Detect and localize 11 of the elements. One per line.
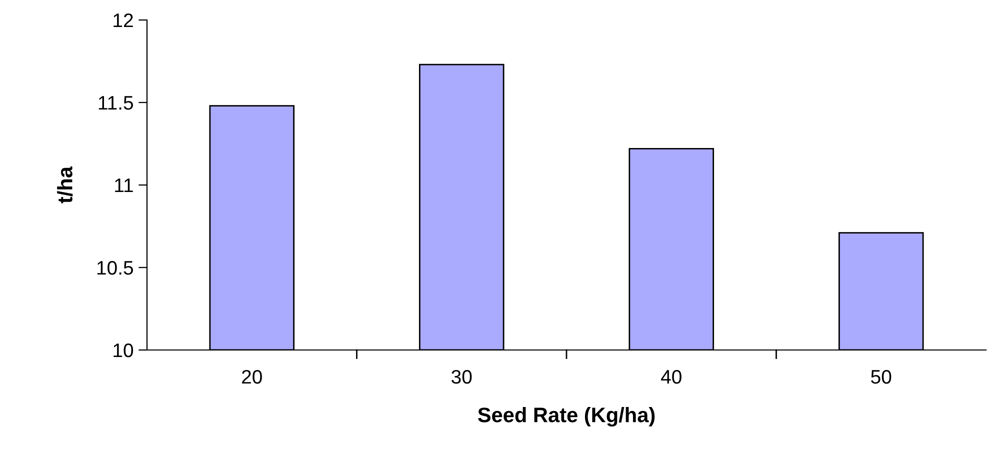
y-tick-label: 11.5 xyxy=(98,96,133,110)
x-tick-label: 30 xyxy=(452,370,472,384)
y-axis-title: t/ha xyxy=(57,166,73,204)
y-tick-label: 11 xyxy=(115,178,133,192)
y-tick-label: 12 xyxy=(114,13,133,28)
x-tick-label: 20 xyxy=(242,370,262,384)
x-axis-title: Seed Rate (Kg/ha) xyxy=(478,407,655,427)
x-tick-label: 50 xyxy=(871,370,892,384)
x-tick-label: 40 xyxy=(661,370,682,384)
y-tick-label: 10.5 xyxy=(97,260,133,275)
y-tick-label: 10 xyxy=(114,343,134,358)
